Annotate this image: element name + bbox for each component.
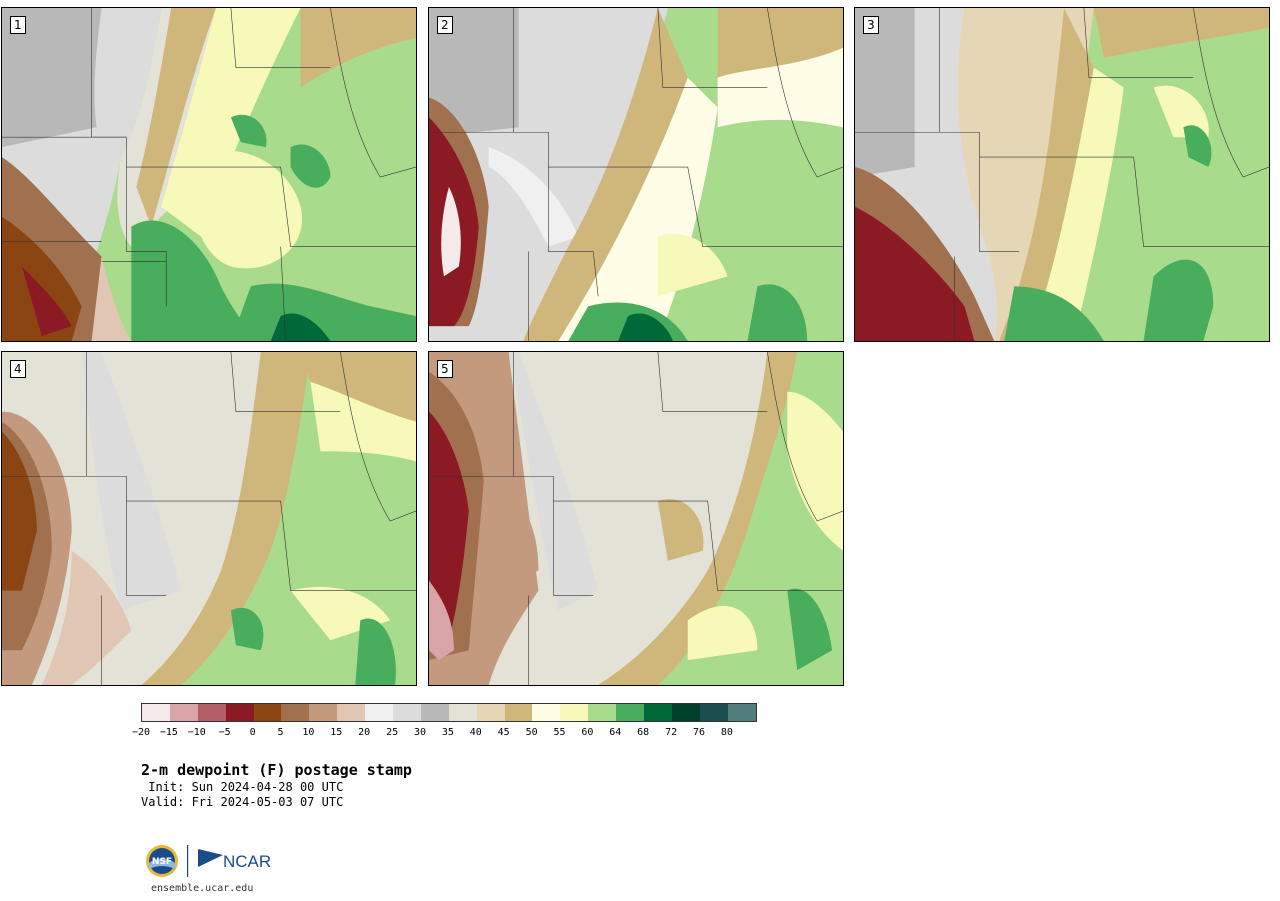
colorbar-tick-label: 60 — [581, 727, 594, 738]
map-panel-4: 4 — [1, 351, 417, 686]
map-panel-1: 1 — [1, 7, 417, 342]
colorbar-tick-label: 72 — [665, 727, 678, 738]
nsf-ncar-logo: NSF NCAR — [146, 845, 271, 877]
dewpoint-map-1 — [2, 8, 416, 341]
valid-time: Valid: Fri 2024-05-03 07 UTC — [141, 795, 344, 809]
colorbar-swatch — [727, 704, 756, 721]
site-url: ensemble.ucar.edu — [151, 883, 254, 894]
colorbar-tick-label: −15 — [159, 727, 178, 738]
dewpoint-colorbar — [141, 703, 757, 722]
map-panel-2: 2 — [428, 7, 844, 342]
colorbar-tick-label: 30 — [413, 727, 427, 738]
panel-label: 1 — [10, 16, 26, 34]
colorbar-swatch — [169, 704, 198, 721]
colorbar-tick-label: 45 — [497, 727, 510, 738]
chart-title: 2-m dewpoint (F) postage stamp — [141, 761, 412, 779]
colorbar-swatch — [142, 704, 170, 721]
colorbar-tick-label: 55 — [553, 727, 566, 738]
colorbar-swatch — [281, 704, 310, 721]
colorbar-swatch — [420, 704, 449, 721]
colorbar-tick-label: 64 — [609, 727, 622, 738]
colorbar-swatch — [365, 704, 394, 721]
colorbar-tick-label: 50 — [525, 727, 538, 738]
dewpoint-map-2 — [429, 8, 843, 341]
logos: NSF NCAR — [145, 843, 285, 879]
colorbar-tick-label: 25 — [386, 727, 399, 738]
colorbar-tick-label: −20 — [131, 727, 151, 738]
colorbar-tick-label: 5 — [277, 727, 284, 738]
map-panel-3: 3 — [854, 7, 1270, 342]
colorbar-tick-label: 76 — [692, 727, 706, 738]
colorbar-tick-label: 40 — [469, 727, 482, 738]
colorbar-tick-label: 15 — [330, 727, 343, 738]
colorbar-tick-label: 0 — [249, 727, 256, 738]
dewpoint-map-3 — [855, 8, 1269, 341]
colorbar-swatch — [197, 704, 226, 721]
colorbar-tick-label: 10 — [302, 727, 315, 738]
panel-label: 5 — [437, 360, 453, 378]
colorbar-tick-label: 35 — [441, 727, 454, 738]
ncar-logo-text: NCAR — [223, 852, 271, 871]
dewpoint-map-5 — [429, 352, 843, 685]
colorbar-tick-labels: −20 −15 −10 −5 0 5 10 15 20 25 30 35 40 45 50 55 60 64 68 7… — [132, 727, 761, 743]
colorbar-swatch — [476, 704, 505, 721]
colorbar-tick-label: 20 — [358, 727, 371, 738]
colorbar-swatch — [616, 704, 645, 721]
colorbar-swatch — [504, 704, 533, 721]
init-time: Init: Sun 2024-04-28 00 UTC — [141, 780, 344, 794]
colorbar-swatch — [309, 704, 338, 721]
nsf-logo-text: NSF — [152, 857, 172, 867]
colorbar-swatch — [225, 704, 254, 721]
colorbar-swatch — [671, 704, 700, 721]
panel-label: 4 — [10, 360, 26, 378]
colorbar-swatch — [337, 704, 366, 721]
dewpoint-map-4 — [2, 352, 416, 685]
panel-label: 3 — [863, 16, 879, 34]
colorbar-swatch — [532, 704, 561, 721]
colorbar-swatch — [393, 704, 421, 721]
map-panel-5: 5 — [428, 351, 844, 686]
colorbar-tick-label: −10 — [187, 727, 206, 738]
colorbar-swatch — [448, 704, 477, 721]
colorbar-tick-label: −5 — [218, 727, 231, 738]
colorbar-tick-label: 80 — [720, 727, 733, 738]
colorbar-swatch — [699, 704, 728, 721]
colorbar-swatch — [644, 704, 672, 721]
colorbar-tick-label: 68 — [637, 727, 650, 738]
colorbar-swatch — [588, 704, 617, 721]
colorbar-swatch — [253, 704, 282, 721]
panel-label: 2 — [437, 16, 453, 34]
colorbar-swatch — [560, 704, 589, 721]
